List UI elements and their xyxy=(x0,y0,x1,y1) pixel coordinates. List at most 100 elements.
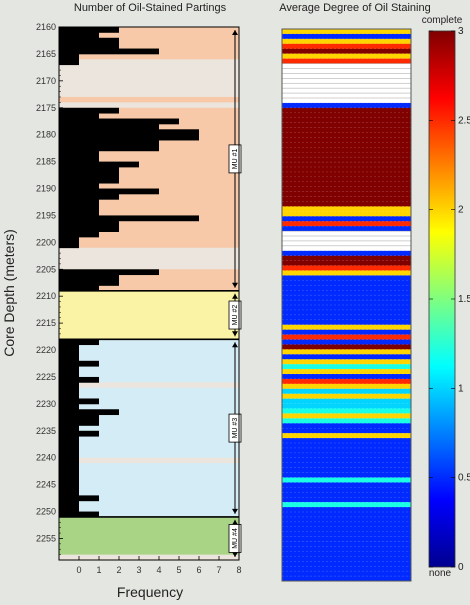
arrow-head xyxy=(232,508,238,514)
y-tick-label: 2215 xyxy=(36,318,56,328)
staining-cell xyxy=(282,305,411,311)
staining-cell xyxy=(282,324,411,330)
y-tick-label: 2220 xyxy=(36,345,56,355)
staining-cell xyxy=(282,457,411,464)
frequency-bar xyxy=(59,366,79,372)
frequency-bar xyxy=(59,236,79,243)
staining-cell xyxy=(282,546,411,552)
staining-cell xyxy=(282,556,411,562)
staining-cell xyxy=(282,88,411,94)
staining-cell xyxy=(282,38,411,45)
y-tick-label: 2175 xyxy=(36,103,56,113)
x-tick-label: 7 xyxy=(216,565,221,575)
staining-cell xyxy=(282,29,411,35)
frequency-bar xyxy=(59,156,99,162)
staining-cell xyxy=(282,566,411,572)
staining-cell xyxy=(282,48,411,54)
frequency-bar xyxy=(59,107,119,114)
staining-cell xyxy=(282,314,411,321)
unit-markers: MU #1 MU #2 MU #3 MU #4 xyxy=(228,30,242,557)
staining-cell xyxy=(282,162,411,168)
unstained-bands xyxy=(59,59,239,560)
frequency-bar xyxy=(59,123,159,130)
staining-cell xyxy=(282,186,411,192)
staining-cell xyxy=(282,201,411,207)
colorbar-tick-label: 0.5 xyxy=(458,473,470,484)
x-tick-label: 2 xyxy=(116,565,121,575)
staining-cell xyxy=(282,571,411,577)
staining-cell xyxy=(282,117,411,123)
frequency-bar xyxy=(59,150,99,157)
staining-cell xyxy=(282,497,411,503)
staining-cell xyxy=(282,334,411,340)
staining-cell xyxy=(282,472,411,478)
frequency-bar xyxy=(59,436,79,442)
frequency-bar xyxy=(59,37,119,44)
staining-cell xyxy=(282,551,411,557)
staining-cell xyxy=(282,339,411,345)
staining-cell xyxy=(282,231,411,237)
staining-cell xyxy=(282,447,411,454)
frequency-bar xyxy=(59,172,119,179)
y-tick-label: 2210 xyxy=(36,291,56,301)
staining-cell xyxy=(282,452,411,459)
unit-label: MU #4 xyxy=(232,528,239,549)
staining-cell xyxy=(282,319,411,326)
frequency-bar xyxy=(59,398,99,405)
staining-cell xyxy=(282,428,411,434)
frequency-bar xyxy=(59,53,79,60)
staining-cell xyxy=(282,329,411,335)
frequency-bar xyxy=(59,457,79,464)
y-tick-label: 2230 xyxy=(36,399,56,409)
frequency-bar xyxy=(59,269,159,276)
frequency-bar xyxy=(59,344,79,351)
staining-cell xyxy=(282,423,411,429)
frequency-bar xyxy=(59,193,119,200)
frequency-bar xyxy=(59,393,79,399)
colorbar-tick-label: 1 xyxy=(458,383,464,394)
staining-cell xyxy=(282,216,411,222)
frequency-bar xyxy=(59,403,79,410)
staining-cell xyxy=(282,295,411,301)
staining-cell xyxy=(282,280,411,286)
staining-cell xyxy=(282,393,411,399)
frequency-bar xyxy=(59,274,119,281)
frequency-bar xyxy=(59,215,199,222)
staining-cell xyxy=(282,300,411,306)
staining-cell xyxy=(282,147,411,153)
colorbar-tick-label: 2.5 xyxy=(458,115,470,126)
staining-cell xyxy=(282,467,411,473)
staining-cell xyxy=(282,433,411,439)
y-tick-label: 2245 xyxy=(36,480,56,490)
staining-cell xyxy=(282,78,411,84)
frequency-bar xyxy=(59,350,79,356)
y-tick-label: 2165 xyxy=(36,49,56,59)
staining-cell xyxy=(282,541,411,547)
y-tick-label: 2170 xyxy=(36,76,56,86)
y-tick-label: 2205 xyxy=(36,264,56,274)
staining-cell xyxy=(282,206,411,212)
frequency-bar xyxy=(59,473,79,480)
frequency-bar xyxy=(59,118,179,125)
staining-cell xyxy=(282,516,411,523)
frequency-bar xyxy=(59,500,79,507)
y-tick-label: 2235 xyxy=(36,426,56,436)
staining-cell xyxy=(282,383,411,390)
arrow-head xyxy=(232,552,238,557)
frequency-bar xyxy=(59,430,99,437)
staining-cell xyxy=(282,275,411,281)
staining-cell xyxy=(282,167,411,173)
frequency-bar xyxy=(59,355,79,362)
staining-cell xyxy=(282,359,411,365)
staining-cell xyxy=(282,521,411,528)
staining-cell xyxy=(282,576,411,582)
staining-cell xyxy=(282,388,411,395)
staining-cell xyxy=(282,112,411,119)
right-chart-title: Average Degree of Oil Staining xyxy=(279,2,430,14)
unit-label-box xyxy=(228,524,242,553)
y-tick-label: 2250 xyxy=(36,507,56,517)
unit-label: MU #3 xyxy=(232,418,239,439)
x-tick-label: 4 xyxy=(156,565,161,575)
colorbar-tick-label: 3 xyxy=(458,26,464,37)
frequency-ticks: 0 1 2 3 4 5 6 7 8 xyxy=(76,556,242,575)
